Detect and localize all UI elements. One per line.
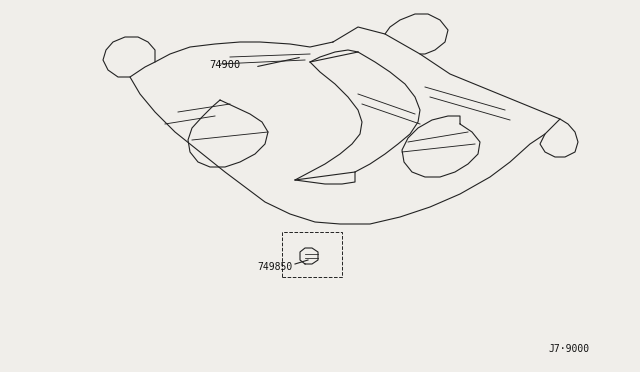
Text: 74900: 74900 — [209, 60, 241, 70]
Text: J7·9000: J7·9000 — [549, 344, 590, 354]
Text: 749850: 749850 — [257, 262, 292, 272]
